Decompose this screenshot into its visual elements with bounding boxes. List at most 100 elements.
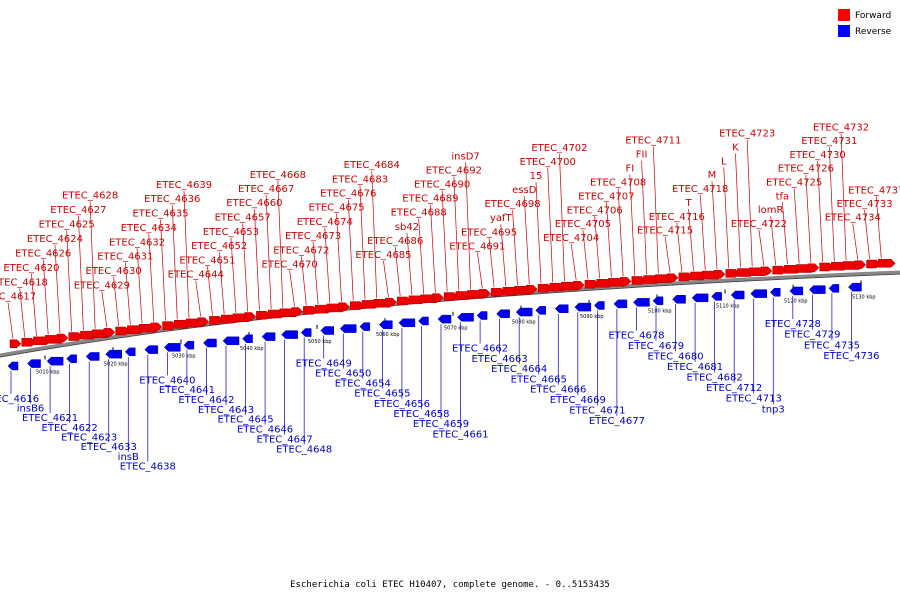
forward-gene-leader — [312, 242, 319, 305]
tick-label: 5070 kbp — [444, 326, 468, 332]
reverse-gene-arrow — [66, 354, 77, 364]
reverse-gene-label: ETEC_4662 — [452, 344, 508, 355]
forward-gene-leader — [441, 190, 448, 292]
reverse-gene-arrow — [809, 285, 826, 294]
tick-label: 5030 kbp — [172, 353, 196, 359]
forward-gene-label: FI — [626, 163, 635, 174]
forward-gene-layer: ETEC_4617 ETEC_4618 ETEC_4620 ETEC_4626 ETEC… — [0, 122, 900, 348]
reverse-gene-arrow — [359, 322, 371, 331]
forward-gene-arrow — [572, 280, 585, 290]
forward-gene-arrow — [807, 263, 820, 272]
forward-gene-leader — [793, 188, 800, 264]
reverse-gene-arrow — [633, 298, 650, 307]
reverse-gene-arrow — [85, 352, 100, 361]
forward-gene-leader — [465, 162, 471, 290]
forward-gene-label: ETEC_4689 — [402, 194, 458, 205]
forward-gene-arrow — [338, 302, 350, 311]
reverse-gene-label: ETEC_4640 — [139, 375, 195, 386]
tick-label: 5010 kbp — [36, 369, 60, 375]
reverse-gene-label: ETEC_4680 — [647, 351, 703, 362]
forward-gene-leader — [547, 168, 554, 283]
forward-gene-label: ETEC_4726 — [778, 164, 834, 175]
forward-gene-leader — [735, 153, 741, 268]
reverse-gene-arrow — [242, 334, 253, 343]
forward-gene-leader — [394, 246, 401, 297]
forward-gene-leader — [136, 248, 143, 324]
forward-gene-leader — [171, 205, 178, 320]
reverse-gene-arrow — [222, 336, 240, 346]
forward-gene-leader — [54, 244, 61, 333]
reverse-gene-arrow — [828, 284, 840, 293]
reverse-gene-layer: ETEC_4616insB6ETEC_4621ETEC_4622ETEC_462… — [0, 282, 880, 473]
forward-gene-arrow — [9, 339, 22, 348]
forward-gene-label: ETEC_4695 — [461, 227, 517, 238]
reverse-gene-arrow — [300, 328, 312, 337]
reverse-gene-label: ETEC_4645 — [217, 415, 273, 426]
forward-gene-label: lomR — [758, 205, 784, 216]
reverse-gene-arrow — [7, 361, 19, 371]
reverse-gene-arrow — [105, 349, 122, 359]
forward-gene-label: ETEC_4732 — [813, 122, 869, 133]
reverse-gene-arrow — [457, 313, 474, 322]
tick-label: 5060 kbp — [376, 332, 400, 338]
forward-gene-label: ETEC_4723 — [719, 129, 775, 140]
reverse-gene-label: ETEC_4678 — [608, 330, 664, 341]
reverse-gene-label: ETEC_4677 — [589, 416, 645, 427]
forward-gene-leader — [476, 252, 483, 289]
forward-gene-leader — [359, 185, 366, 300]
forward-gene-leader — [336, 213, 342, 302]
forward-gene-leader — [148, 233, 155, 322]
reverse-gene-label: ETEC_4663 — [472, 354, 528, 365]
reverse-gene-label: ETEC_4665 — [511, 374, 567, 385]
reverse-gene-label: ETEC_4641 — [159, 385, 215, 396]
forward-gene-label: 15 — [530, 171, 543, 182]
reverse-gene-label: ETEC_4661 — [432, 429, 488, 440]
forward-gene-arrow — [854, 260, 867, 269]
forward-gene-label: ETEC_4675 — [308, 203, 364, 214]
reverse-gene-label: ETEC_4621 — [22, 413, 78, 424]
forward-gene-label: ETEC_4733 — [836, 199, 892, 210]
forward-gene-leader — [723, 167, 730, 269]
forward-gene-leader — [606, 202, 612, 278]
reverse-gene-label: ETEC_4681 — [667, 362, 723, 373]
forward-gene-label: ETEC_4734 — [825, 213, 881, 224]
forward-gene-leader — [78, 216, 84, 331]
reverse-gene-label: ETEC_4671 — [569, 405, 625, 416]
forward-gene-leader — [7, 302, 14, 339]
forward-gene-label: ETEC_4684 — [344, 160, 400, 171]
forward-gene-label: ETEC_4688 — [391, 208, 447, 219]
forward-gene-label: ETEC_4702 — [531, 143, 587, 154]
forward-gene-label: ETEC_4652 — [191, 241, 247, 252]
forward-gene-label: M — [708, 170, 717, 181]
forward-gene-leader — [699, 195, 706, 271]
tick-label: 5120 kbp — [784, 299, 808, 305]
forward-gene-label: insD7 — [451, 151, 479, 162]
reverse-gene-label: ETEC_4656 — [374, 399, 430, 410]
legend-forward-swatch — [838, 9, 850, 21]
genome-backbone — [0, 270, 900, 357]
reverse-gene-arrow — [711, 292, 722, 301]
forward-gene-leader — [652, 146, 659, 274]
forward-gene-arrow — [713, 269, 726, 279]
forward-gene-label: ETEC_4672 — [273, 245, 329, 256]
forward-gene-arrow — [197, 317, 210, 326]
forward-gene-arrow — [526, 284, 538, 294]
reverse-gene-arrow — [515, 307, 533, 317]
forward-gene-leader — [641, 160, 647, 275]
tick-label: 5040 kbp — [240, 346, 264, 352]
reverse-gene-arrow — [476, 311, 488, 320]
forward-gene-label: ETEC_4674 — [297, 217, 353, 228]
forward-gene-label: ETEC_4690 — [414, 180, 470, 191]
reverse-gene-label: ETEC_4638 — [120, 462, 176, 473]
forward-gene-arrow — [619, 277, 632, 286]
forward-gene-arrow — [150, 322, 163, 332]
forward-gene-leader — [218, 252, 225, 315]
forward-gene-label: ETEC_4651 — [179, 255, 235, 266]
forward-gene-label: sb42 — [395, 222, 419, 233]
tick-label: 5020 kbp — [104, 361, 128, 367]
forward-gene-label: ETEC_4617 — [0, 292, 36, 303]
forward-gene-leader — [19, 288, 26, 338]
forward-gene-label: T — [684, 198, 692, 209]
reverse-gene-label: ETEC_4712 — [706, 383, 762, 394]
reverse-gene-label: ETEC_4643 — [198, 405, 254, 416]
